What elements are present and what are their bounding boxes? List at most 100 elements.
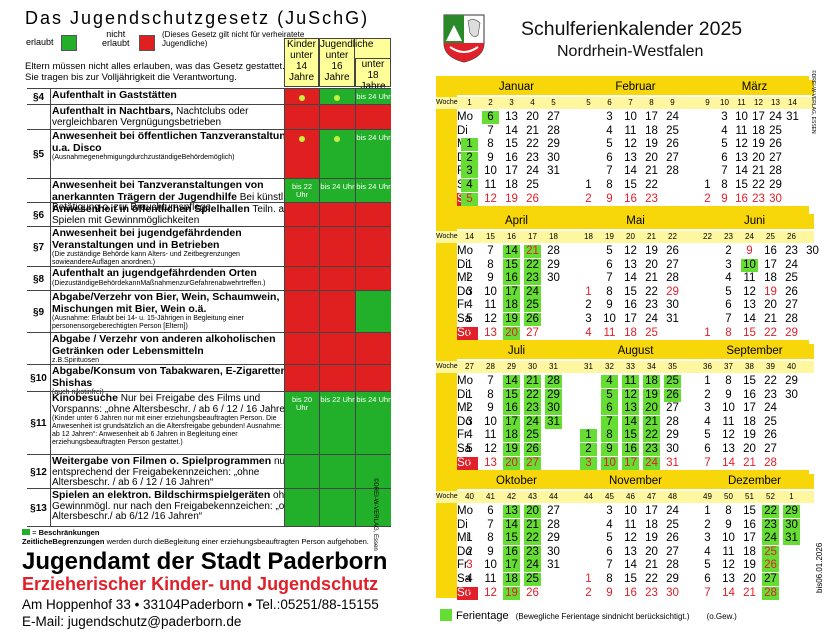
- weekday-label: Di: [457, 518, 468, 531]
- rule-cell: bis 24 Uhr: [355, 392, 391, 455]
- calendar-day: 7: [606, 165, 613, 178]
- rule-heading: Spielen an elektron. Bildschirmspielgerä…: [52, 490, 271, 501]
- day-row: 6 13 20 27: [576, 402, 695, 416]
- calendar-day: 5: [461, 192, 478, 206]
- calendar-day: 7: [487, 375, 494, 387]
- holiday-legend-label: Ferientage: [456, 610, 509, 622]
- day-row: 7 14 21 28: [576, 272, 695, 286]
- calendar-day: 12: [484, 443, 497, 455]
- calendar-day: 2: [704, 518, 711, 531]
- day-row: 5 12 19 26: [576, 388, 695, 403]
- day-row: 2 9 16 23 30: [576, 587, 695, 601]
- calendar-day: 12: [722, 429, 735, 442]
- day-row: 5 12 19 26: [457, 313, 576, 327]
- calendar-day: 16: [743, 518, 756, 531]
- rule-text: Anwesenheit bei Tanzveranstaltungen von …: [52, 180, 308, 214]
- week-number: 10: [720, 98, 729, 107]
- calendar-day: 24: [666, 111, 679, 123]
- day-row: 3 10 17 24 31: [457, 559, 576, 573]
- calendar-day: 30: [547, 272, 560, 285]
- calendar-day: 5: [601, 388, 618, 402]
- day-row: 1 8 15 22 29: [695, 327, 814, 341]
- calendar-day: [580, 245, 597, 258]
- calendar-day: 26: [526, 586, 539, 599]
- week-number: 1: [789, 492, 794, 501]
- calendar-day: 23: [643, 443, 660, 456]
- calendar-day: [580, 111, 597, 124]
- rule-heading: Abgabe / Verzehr von anderen alkoholisch…: [52, 334, 276, 357]
- calendar-day: 11: [484, 179, 497, 191]
- calendar-day: 6: [601, 402, 618, 416]
- calendar-day: [783, 402, 800, 415]
- day-row: 6 13 20 27: [457, 505, 576, 519]
- rule-heading: Anwesenheit in öffentlichen Spielhallen: [52, 204, 250, 215]
- calendar-day: 26: [526, 192, 539, 205]
- calendar-day: 29: [545, 388, 562, 402]
- calendar-day: 1: [704, 326, 711, 339]
- calendar-day: 27: [769, 151, 782, 164]
- rule-note: (DiezuständigeBehördekannMaßnahmenzurGef…: [52, 279, 266, 287]
- rule-text: Abgabe/Konsum von Tabakwaren, E-Zigarett…: [52, 366, 308, 397]
- rule-cell: [284, 130, 319, 179]
- calendar-day: 22: [764, 326, 777, 339]
- weekday-label: Sa: [457, 313, 472, 325]
- calendar-day: 9: [487, 402, 494, 415]
- calendar-day: 27: [666, 258, 679, 271]
- calendar-day: 12: [624, 532, 637, 545]
- calendar-day: 29: [785, 326, 798, 339]
- calendar-day: [545, 327, 562, 340]
- calendar-day: 7: [487, 518, 494, 531]
- calendar-day: 10: [601, 456, 618, 470]
- calendar-day: 20: [503, 326, 520, 340]
- calendar-day: 20: [524, 505, 541, 518]
- rule-cell: [284, 89, 319, 105]
- calendar-day: 8: [487, 532, 494, 545]
- rule-row: §11 Kinobesuche Nur bei Freigabe des Film…: [27, 391, 391, 455]
- day-row: 4 11 18 25: [576, 125, 695, 139]
- week-number: 2: [488, 98, 493, 107]
- day-row: 5 12 19 26: [576, 245, 695, 259]
- week-number: 31: [584, 362, 593, 371]
- week-number: 25: [766, 232, 775, 241]
- week-numbers: 5 6 7 8 9: [576, 97, 695, 109]
- time-limit: bis 24 Uhr: [356, 182, 391, 191]
- table-bottom: [27, 526, 391, 527]
- rule-cell: [319, 89, 355, 105]
- calendar-day: 17: [645, 111, 658, 123]
- calendar-day: 26: [785, 285, 798, 298]
- rule-cell: [284, 291, 319, 333]
- calendar-day: 7: [601, 415, 618, 429]
- weekday-label: So: [457, 586, 478, 600]
- calendar-day: 22: [524, 388, 541, 402]
- rule-cell: [319, 227, 355, 267]
- calendar-day: [804, 313, 821, 326]
- dot-icon: [299, 136, 305, 142]
- day-row: 5 12 19 26: [457, 443, 576, 457]
- week-number: 52: [766, 492, 775, 501]
- calendar-day: 23: [526, 151, 539, 164]
- calendar-day: [783, 443, 800, 456]
- week-numbers: 36 37 38 39 40: [695, 361, 814, 373]
- calendar-day: [699, 125, 716, 138]
- email-link[interactable]: E-Mail: jugendschutz@paderborn.de: [22, 614, 242, 629]
- week-number: 6: [607, 98, 612, 107]
- calendar-day: 19: [503, 586, 520, 600]
- calendar-day: 22: [752, 179, 765, 191]
- calendar-day: 2: [585, 299, 592, 312]
- calendar-day: 3: [606, 505, 613, 517]
- week-number: 43: [528, 492, 537, 501]
- rule-cell: [319, 203, 355, 227]
- week-number: 40: [787, 362, 796, 371]
- rule-cell: [355, 333, 391, 365]
- day-row: 6 13 20 27: [576, 152, 695, 166]
- calendar-day: [580, 138, 597, 151]
- calendar-day: 31: [786, 111, 799, 123]
- calendar-day: 10: [484, 285, 497, 298]
- calendar-day: 21: [643, 415, 660, 429]
- calendar-day: 9: [606, 299, 613, 312]
- rule-cell: [319, 267, 355, 291]
- calendar-day: [699, 165, 716, 178]
- section-number: §7: [27, 227, 51, 267]
- calendar-day: 13: [503, 505, 520, 518]
- calendar-day: [783, 429, 800, 442]
